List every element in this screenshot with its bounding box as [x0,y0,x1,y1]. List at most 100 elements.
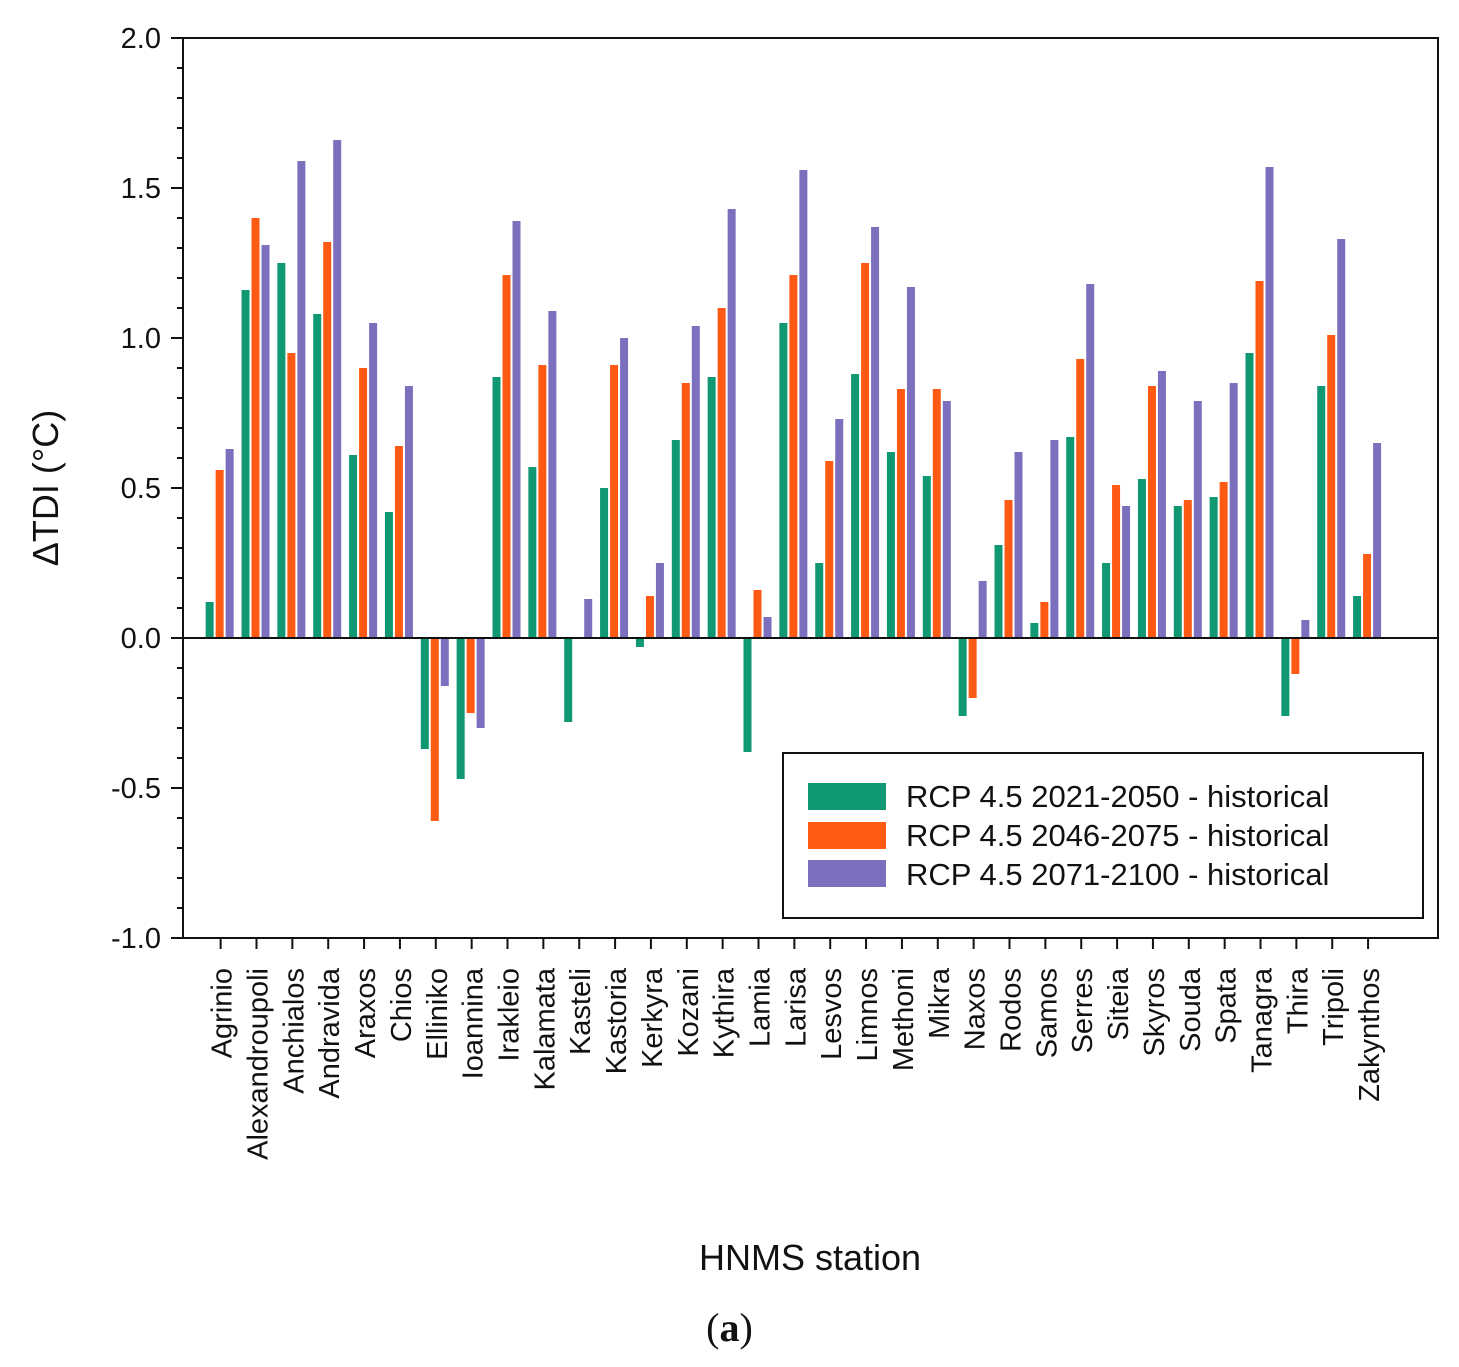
bar-zakynthos-series-3 [1373,443,1382,638]
bar-tanagra-series-2 [1255,281,1264,638]
bar-skyros-series-3 [1157,371,1166,638]
bar-kalamata-series-1 [528,467,537,638]
bar-siteia-series-1 [1102,563,1111,638]
bar-samos-series-1 [1030,623,1039,638]
x-tick-labels: Agrinio Alexandroupoli Anchialos Andravida A… [207,967,1386,1160]
bar-rodos-series-1 [994,545,1003,638]
bar-chios-series-3 [404,386,413,638]
bar-ioannina-series-1 [456,638,465,779]
x-tick-label: Siteia [1103,967,1135,1040]
bar-kalamata-series-2 [538,365,547,638]
y-tick-label: 1.5 [121,173,161,205]
x-tick-label: Zakynthos [1354,968,1386,1102]
bars [205,140,1382,821]
bar-chios-series-2 [394,446,403,638]
x-tick-label: Lamia [745,967,777,1047]
x-axis-title: HNMS station [699,1237,921,1278]
bar-alexandroupoli-series-1 [241,290,250,638]
y-tick-label: -1.0 [111,923,161,955]
bar-mikra-series-3 [942,401,951,638]
bar-kythira-series-2 [717,308,726,638]
bar-larisa-series-2 [789,275,798,638]
bar-lesvos-series-2 [825,461,834,638]
x-tick-label: Kalamata [529,967,561,1090]
bar-rodos-series-3 [1014,452,1023,638]
bar-souda-series-1 [1173,506,1182,638]
legend-label-2: RCP 4.5 2046-2075 - historical [906,818,1329,853]
legend-swatch-2 [808,822,886,849]
x-tick-label: Kozani [673,968,705,1057]
legend: RCP 4.5 2021-2050 - historical RCP 4.5 2… [782,752,1424,919]
x-tick-label: Chios [386,968,418,1042]
figure-caption-label: a [719,1305,740,1350]
bar-ioannina-series-2 [466,638,475,713]
bar-lamia-series-2 [753,590,762,638]
bar-thira-series-1 [1281,638,1290,716]
bar-tripoli-series-1 [1317,386,1326,638]
bar-larisa-series-1 [779,323,788,638]
bar-zakynthos-series-2 [1363,554,1372,638]
bar-irakleio-series-3 [512,221,521,638]
x-tick-label: Souda [1175,967,1207,1052]
x-tick-label: Kastoria [601,967,633,1074]
axes: -1.0 -0.5 0.0 0.5 1.0 1.5 2.0 [111,23,1370,955]
bar-spata-series-3 [1229,383,1238,638]
x-tick-label: Limnos [852,968,884,1062]
bar-serres-series-2 [1076,359,1085,638]
legend-label-1: RCP 4.5 2021-2050 - historical [906,779,1329,814]
x-tick-label: Mikra [924,967,956,1039]
bar-kerkyra-series-3 [655,563,664,638]
x-tick-label: Lesvos [816,968,848,1060]
bar-tripoli-series-3 [1337,239,1346,638]
bar-lamia-series-3 [763,617,772,638]
bar-serres-series-3 [1086,284,1095,638]
x-tick-label: Kerkyra [637,967,669,1068]
bar-tripoli-series-2 [1327,335,1336,638]
bar-elliniko-series-3 [440,638,449,686]
bar-kasteli-series-3 [584,599,593,638]
bar-ioannina-series-3 [476,638,485,728]
x-tick-label: Andravida [314,967,346,1098]
bar-samos-series-2 [1040,602,1049,638]
x-tick-label: Samos [1031,968,1063,1058]
y-tick-label: 2.0 [121,23,161,55]
bar-souda-series-3 [1193,401,1202,638]
x-tick-label: Araxos [350,968,382,1058]
y-tick-label: 0.5 [121,473,161,505]
bar-lesvos-series-3 [835,419,844,638]
bar-anchialos-series-2 [287,353,296,638]
chart: -1.0 -0.5 0.0 0.5 1.0 1.5 2.0 Agrinio Alexandro… [25,23,1439,1278]
bar-kasteli-series-1 [564,638,573,722]
bar-kerkyra-series-2 [645,596,654,638]
bar-andravida-series-3 [333,140,342,638]
bar-skyros-series-2 [1147,386,1156,638]
bar-alexandroupoli-series-2 [251,218,260,638]
x-tick-label: Serres [1067,968,1099,1053]
x-tick-label: Kasteli [565,968,597,1055]
bar-araxos-series-1 [349,455,358,638]
bar-naxos-series-1 [958,638,967,716]
bar-anchialos-series-3 [297,161,306,638]
bar-siteia-series-2 [1112,485,1121,638]
x-tick-label: Alexandroupoli [243,968,275,1160]
x-tick-label: Anchialos [278,968,310,1094]
x-tick-label: Ioannina [458,967,490,1079]
x-tick-label: Spata [1211,967,1243,1044]
x-tick-label: Naxos [960,968,992,1050]
bar-kozani-series-3 [691,326,700,638]
bar-methoni-series-1 [886,452,895,638]
bar-kastoria-series-3 [620,338,629,638]
y-axis-title: ΔTDI (°C) [25,410,66,566]
bar-mikra-series-2 [932,389,941,638]
legend-swatch-1 [808,783,886,810]
bar-tanagra-series-3 [1265,167,1274,638]
bar-elliniko-series-2 [430,638,439,821]
x-tick-label: Irakleio [494,968,526,1062]
x-tick-label: Tanagra [1247,967,1279,1073]
bar-limnos-series-1 [851,374,860,638]
bar-souda-series-2 [1183,500,1192,638]
bar-lamia-series-1 [743,638,752,752]
bar-kerkyra-series-1 [635,638,644,647]
bar-kythira-series-1 [707,377,716,638]
y-tick-label: 0.0 [121,623,161,655]
